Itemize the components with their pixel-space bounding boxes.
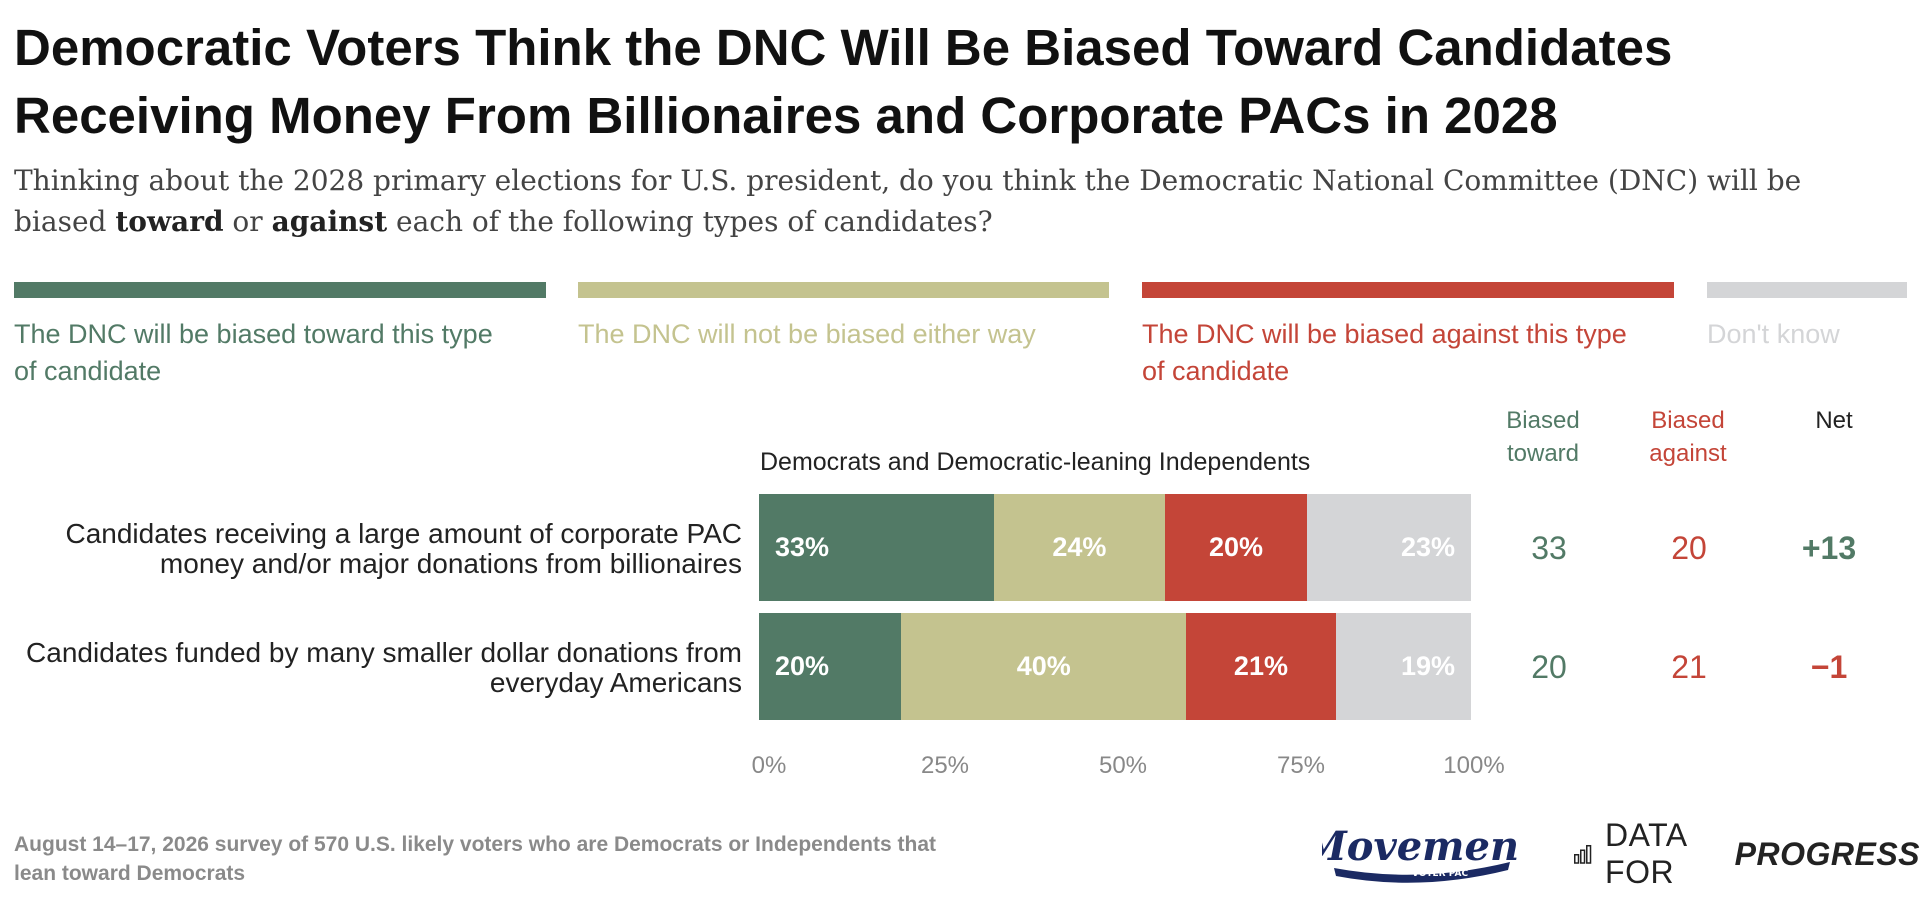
stat-net-corporate-pac: +13 [1801, 530, 1857, 566]
legend-label-dont-know: Don't know [1707, 319, 1840, 349]
legend-swatch-biased-against [1142, 282, 1674, 298]
movement-voter-pac-logo: Movement VOTER PAC [1322, 823, 1518, 883]
data-label: 20% [775, 651, 830, 681]
chart-subtitle: Thinking about the 2028 primary election… [14, 160, 1894, 242]
subtitle-text-1: Thinking about the 2028 primary election… [14, 164, 1802, 238]
data-label: 23% [1400, 532, 1455, 562]
row-label-small-donations: Candidates funded by many smaller dollar… [26, 637, 742, 698]
bar-segment-not-biased: 40% [901, 613, 1187, 720]
data-label: 20% [1209, 532, 1264, 562]
bar-segment-dont-know: 19% [1335, 613, 1471, 720]
data-label: 33% [775, 532, 830, 562]
legend-item-dont-know: Don't know [1707, 282, 1907, 353]
stat-biased-against-corporate-pac: 20 [1671, 530, 1707, 566]
row-label-corporate-pac: Candidates receiving a large amount of c… [65, 518, 742, 579]
subtitle-against: against [271, 205, 388, 238]
movement-logo-sub: VOTER PAC [1412, 869, 1469, 879]
x-tick-label: 75% [1276, 752, 1326, 779]
bar-row-small-donations: 20% 40% 21% 19% [759, 613, 1471, 720]
data-label: 40% [1016, 651, 1071, 681]
x-tick-label: 25% [920, 752, 970, 779]
x-tick-label: 50% [1098, 752, 1148, 779]
bar-segment-biased-toward: 33% [759, 494, 994, 601]
bar-segment-biased-against: 20% [1164, 494, 1308, 601]
x-tick-label: 0% [751, 752, 787, 779]
data-label: 24% [1052, 532, 1107, 562]
column-header-biased-toward: Biased toward [1506, 407, 1580, 467]
stat-biased-toward-corporate-pac: 33 [1531, 530, 1567, 566]
bar-segment-dont-know: 23% [1307, 494, 1471, 601]
subtitle-toward: toward [115, 205, 224, 238]
legend-swatch-biased-toward [14, 282, 546, 298]
bar-chart-icon [1574, 844, 1592, 864]
x-tick-label: 100% [1443, 752, 1505, 779]
dfp-bold-text: PROGRESS [1734, 835, 1920, 872]
stat-biased-toward-small-donations: 20 [1531, 649, 1567, 685]
legend-swatch-dont-know [1707, 282, 1907, 298]
legend-item-biased-against: The DNC will be biased against this type… [1142, 282, 1674, 390]
data-label: 21% [1233, 651, 1288, 681]
subtitle-text-2: each of the following types of candidate… [387, 205, 993, 238]
data-label: 19% [1400, 651, 1455, 681]
column-header-biased-against: Biased against [1649, 407, 1727, 467]
group-label: Democrats and Democratic-leaning Indepen… [760, 448, 1311, 476]
bar-segment-biased-against: 21% [1186, 613, 1336, 720]
legend-item-biased-toward: The DNC will be biased toward this type … [14, 282, 546, 390]
legend-item-not-biased: The DNC will not be biased either way [578, 282, 1109, 353]
footnote: August 14–17, 2026 survey of 570 U.S. li… [14, 833, 937, 885]
chart-title: Democratic Voters Think the DNC Will Be … [14, 19, 1673, 144]
subtitle-or: or [223, 205, 272, 238]
movement-logo-swoosh [1334, 862, 1510, 883]
movement-logo-word: Movement [1322, 823, 1518, 870]
legend-label-biased-against: The DNC will be biased against this type… [1142, 319, 1627, 386]
legend-swatch-not-biased [578, 282, 1109, 298]
stat-net-small-donations: −1 [1810, 649, 1848, 685]
bar-row-corporate-pac: 33% 24% 20% 23% [759, 494, 1471, 601]
bar-segment-not-biased: 24% [993, 494, 1165, 601]
dfp-light-text: DATA FOR [1605, 817, 1686, 890]
stat-biased-against-small-donations: 21 [1671, 649, 1707, 685]
column-header-net: Net [1815, 407, 1853, 434]
legend-label-not-biased: The DNC will not be biased either way [578, 319, 1036, 349]
legend-label-biased-toward: The DNC will be biased toward this type … [14, 319, 493, 386]
bar-segment-biased-toward: 20% [759, 613, 902, 720]
data-for-progress-logo: DATA FOR PROGRESS [1574, 817, 1920, 890]
